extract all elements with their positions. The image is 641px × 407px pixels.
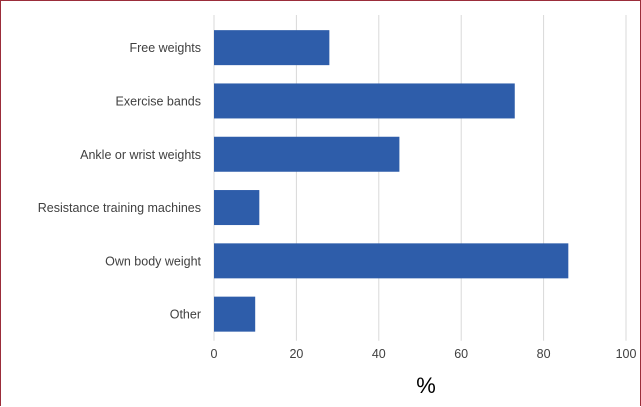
x-tick-label: 0 bbox=[211, 347, 218, 361]
x-axis-title: % bbox=[416, 373, 436, 398]
x-tick-label: 40 bbox=[372, 347, 386, 361]
category-label: Own body weight bbox=[105, 254, 201, 268]
category-label: Other bbox=[170, 308, 201, 322]
gridlines bbox=[213, 15, 627, 341]
category-label: Free weights bbox=[129, 41, 201, 55]
bar bbox=[214, 136, 400, 172]
x-tick-label: 80 bbox=[537, 347, 551, 361]
bars bbox=[214, 30, 569, 332]
bar bbox=[214, 83, 515, 119]
category-label: Exercise bands bbox=[116, 94, 201, 108]
bar bbox=[214, 190, 260, 226]
category-label: Resistance training machines bbox=[38, 201, 201, 215]
x-tick-label: 60 bbox=[454, 347, 468, 361]
bar bbox=[214, 30, 330, 66]
bar bbox=[214, 296, 256, 332]
x-tick-label: 20 bbox=[289, 347, 303, 361]
bar bbox=[214, 243, 569, 279]
x-tick-label: 100 bbox=[616, 347, 637, 361]
category-labels: Free weights Exercise bands Ankle or wrist… bbox=[38, 41, 202, 322]
category-label: Ankle or wrist weights bbox=[80, 148, 201, 162]
x-tick-labels: 0 20 40 60 80 100 bbox=[211, 347, 637, 361]
